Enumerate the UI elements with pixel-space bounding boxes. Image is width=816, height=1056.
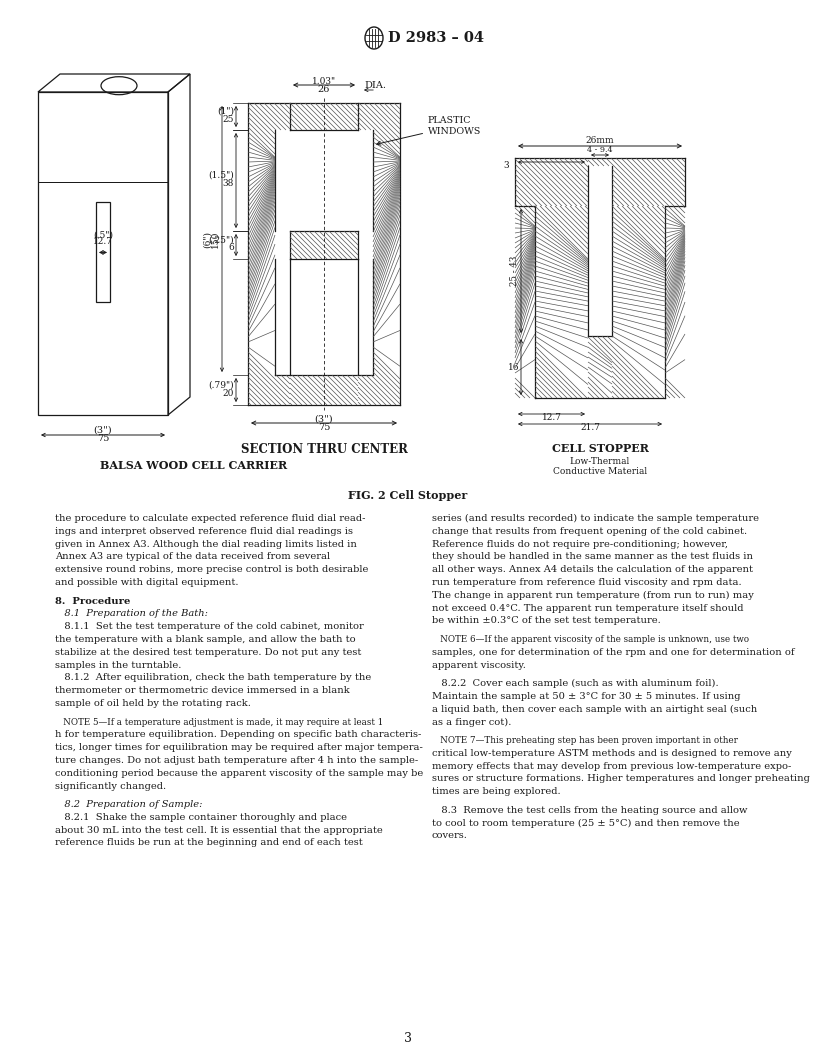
Text: (3"): (3") <box>315 415 333 425</box>
Text: 8.2.1  Shake the sample container thoroughly and place: 8.2.1 Shake the sample container thoroug… <box>55 813 347 822</box>
Text: 38: 38 <box>223 180 234 188</box>
Text: tics, longer times for equilibration may be required after major tempera-: tics, longer times for equilibration may… <box>55 743 423 752</box>
Text: times are being explored.: times are being explored. <box>432 788 561 796</box>
Text: given in Annex A3. Although the dial reading limits listed in: given in Annex A3. Although the dial rea… <box>55 540 357 549</box>
Text: extensive round robins, more precise control is both desirable: extensive round robins, more precise con… <box>55 565 368 574</box>
Text: PLASTIC
WINDOWS: PLASTIC WINDOWS <box>377 116 481 145</box>
Text: 8.1.2  After equilibration, check the bath temperature by the: 8.1.2 After equilibration, check the bat… <box>55 674 371 682</box>
Text: conditioning period because the apparent viscosity of the sample may be: conditioning period because the apparent… <box>55 769 424 777</box>
Text: 12.7: 12.7 <box>93 238 113 246</box>
Text: 26: 26 <box>317 84 330 94</box>
Text: be within ±0.3°C of the set test temperature.: be within ±0.3°C of the set test tempera… <box>432 617 661 625</box>
Text: SECTION THRU CENTER: SECTION THRU CENTER <box>241 444 407 456</box>
Text: samples in the turntable.: samples in the turntable. <box>55 661 181 670</box>
Text: and possible with digital equipment.: and possible with digital equipment. <box>55 578 238 587</box>
Text: 20: 20 <box>223 389 234 397</box>
Text: 3: 3 <box>503 162 509 170</box>
Text: 26mm: 26mm <box>586 136 614 145</box>
Text: 8.1.1  Set the test temperature of the cold cabinet, monitor: 8.1.1 Set the test temperature of the co… <box>55 622 364 631</box>
Text: NOTE 6—If the apparent viscosity of the sample is unknown, use two: NOTE 6—If the apparent viscosity of the … <box>432 635 749 644</box>
Text: 6: 6 <box>228 244 234 252</box>
Text: critical low-temperature ASTM methods and is designed to remove any: critical low-temperature ASTM methods an… <box>432 749 792 758</box>
Text: Reference fluids do not require pre-conditioning; however,: Reference fluids do not require pre-cond… <box>432 540 728 549</box>
Text: CELL STOPPER: CELL STOPPER <box>552 444 649 454</box>
Text: not exceed 0.4°C. The apparent run temperature itself should: not exceed 0.4°C. The apparent run tempe… <box>432 604 743 612</box>
Text: they should be handled in the same manner as the test fluids in: they should be handled in the same manne… <box>432 552 753 562</box>
Text: apparent viscosity.: apparent viscosity. <box>432 661 526 670</box>
Text: reference fluids be run at the beginning and end of each test: reference fluids be run at the beginning… <box>55 838 363 848</box>
Text: Annex A3 are typical of the data received from several: Annex A3 are typical of the data receive… <box>55 552 330 562</box>
Text: about 30 mL into the test cell. It is essential that the appropriate: about 30 mL into the test cell. It is es… <box>55 826 383 834</box>
Text: Maintain the sample at 50 ± 3°C for 30 ± 5 minutes. If using: Maintain the sample at 50 ± 3°C for 30 ±… <box>432 692 740 701</box>
Text: 12.7: 12.7 <box>542 413 561 422</box>
Text: 25 - 43: 25 - 43 <box>510 256 519 286</box>
Text: the procedure to calculate expected reference fluid dial read-: the procedure to calculate expected refe… <box>55 514 366 523</box>
Text: (.5"): (.5") <box>93 230 113 240</box>
Text: covers.: covers. <box>432 831 468 841</box>
Text: FIG. 2 Cell Stopper: FIG. 2 Cell Stopper <box>348 490 468 501</box>
Text: 4 - 9.4: 4 - 9.4 <box>588 146 613 154</box>
Text: (6"): (6") <box>203 230 212 247</box>
Text: BALSA WOOD CELL CARRIER: BALSA WOOD CELL CARRIER <box>100 460 287 471</box>
Text: ings and interpret observed reference fluid dial readings is: ings and interpret observed reference fl… <box>55 527 353 535</box>
Text: NOTE 7—This preheating step has been proven important in other: NOTE 7—This preheating step has been pro… <box>432 736 738 746</box>
Text: significantly changed.: significantly changed. <box>55 781 166 791</box>
Text: 8.  Procedure: 8. Procedure <box>55 597 131 605</box>
Text: NOTE 5—If a temperature adjustment is made, it may require at least 1: NOTE 5—If a temperature adjustment is ma… <box>55 717 384 727</box>
Text: 75: 75 <box>317 423 330 432</box>
Text: h for temperature equilibration. Depending on specific bath characteris-: h for temperature equilibration. Dependi… <box>55 731 421 739</box>
Text: change that results from frequent opening of the cold cabinet.: change that results from frequent openin… <box>432 527 747 535</box>
Text: series (and results recorded) to indicate the sample temperature: series (and results recorded) to indicat… <box>432 514 759 523</box>
Text: (.25"): (.25") <box>208 235 234 245</box>
Text: the temperature with a blank sample, and allow the bath to: the temperature with a blank sample, and… <box>55 635 356 644</box>
Text: 1.03": 1.03" <box>312 77 336 86</box>
Text: 8.1  Preparation of the Bath:: 8.1 Preparation of the Bath: <box>55 609 208 619</box>
Text: (3"): (3") <box>94 426 113 435</box>
Text: thermometer or thermometric device immersed in a blank: thermometer or thermometric device immer… <box>55 686 350 695</box>
Text: Low-Thermal: Low-Thermal <box>570 457 630 466</box>
Text: 75: 75 <box>97 434 109 444</box>
Text: 16: 16 <box>508 362 519 372</box>
Bar <box>38 92 168 415</box>
Text: 150: 150 <box>211 230 220 248</box>
Text: to cool to room temperature (25 ± 5°C) and then remove the: to cool to room temperature (25 ± 5°C) a… <box>432 818 739 828</box>
Text: sample of oil held by the rotating rack.: sample of oil held by the rotating rack. <box>55 699 251 708</box>
Text: DIA.: DIA. <box>364 80 386 90</box>
Text: all other ways. Annex A4 details the calculation of the apparent: all other ways. Annex A4 details the cal… <box>432 565 753 574</box>
Text: (1.5"): (1.5") <box>208 171 234 180</box>
Text: Conductive Material: Conductive Material <box>553 467 647 476</box>
Text: samples, one for determination of the rpm and one for determination of: samples, one for determination of the rp… <box>432 647 795 657</box>
Text: (1"): (1") <box>217 107 234 116</box>
Text: 8.2  Preparation of Sample:: 8.2 Preparation of Sample: <box>55 800 202 809</box>
Text: a liquid bath, then cover each sample with an airtight seal (such: a liquid bath, then cover each sample wi… <box>432 704 757 714</box>
Text: ture changes. Do not adjust bath temperature after 4 h into the sample-: ture changes. Do not adjust bath tempera… <box>55 756 419 765</box>
Text: 8.2.2  Cover each sample (such as with aluminum foil).: 8.2.2 Cover each sample (such as with al… <box>432 679 719 689</box>
Text: stabilize at the desired test temperature. Do not put any test: stabilize at the desired test temperatur… <box>55 647 361 657</box>
Text: (.79"): (.79") <box>208 380 234 390</box>
Text: sures or structure formations. Higher temperatures and longer preheating: sures or structure formations. Higher te… <box>432 774 809 784</box>
Text: 3: 3 <box>404 1032 412 1045</box>
Text: as a finger cot).: as a finger cot). <box>432 717 512 727</box>
Text: 8.3  Remove the test cells from the heating source and allow: 8.3 Remove the test cells from the heati… <box>432 806 747 815</box>
Text: memory effects that may develop from previous low-temperature expo-: memory effects that may develop from pre… <box>432 761 792 771</box>
Text: The change in apparent run temperature (from run to run) may: The change in apparent run temperature (… <box>432 590 754 600</box>
Text: run temperature from reference fluid viscosity and rpm data.: run temperature from reference fluid vis… <box>432 578 742 587</box>
Bar <box>96 203 110 302</box>
Text: 21.7: 21.7 <box>580 423 600 432</box>
Text: 25: 25 <box>223 115 234 124</box>
Text: D 2983 – 04: D 2983 – 04 <box>388 31 484 45</box>
